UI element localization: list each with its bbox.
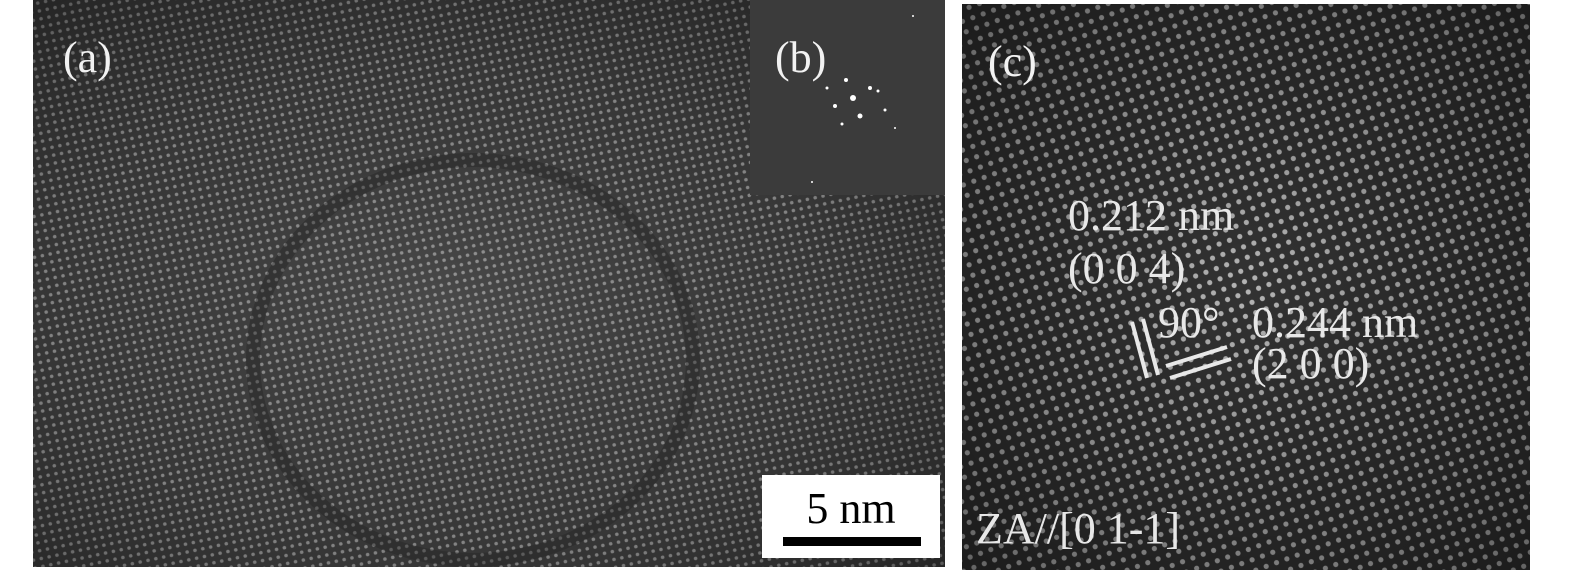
fft-inset-b: (b) [750, 0, 945, 195]
panel-label-a: (a) [63, 33, 112, 82]
lattice-fringe-markers [1130, 318, 1232, 380]
scale-bar [783, 537, 921, 546]
zone-axis-label: ZA//[0 1-1] [976, 504, 1181, 553]
panel-label-c: (c) [988, 37, 1037, 86]
scale-bar-box: 5 nm [762, 475, 940, 558]
hrtem-image-c: (c) 0.212 nm (0 0 4) 90° 0.244 nm (2 0 0… [962, 4, 1530, 570]
panel-label-b: (b) [775, 33, 827, 82]
angle-label: 90° [1158, 298, 1220, 347]
d-spacing-200: 0.244 nm [1252, 298, 1419, 347]
scale-bar-label: 5 nm [806, 484, 896, 533]
plane-200: (2 0 0) [1252, 339, 1370, 388]
plane-004: (0 0 4) [1068, 244, 1186, 293]
d-spacing-004: 0.212 nm [1068, 191, 1235, 240]
